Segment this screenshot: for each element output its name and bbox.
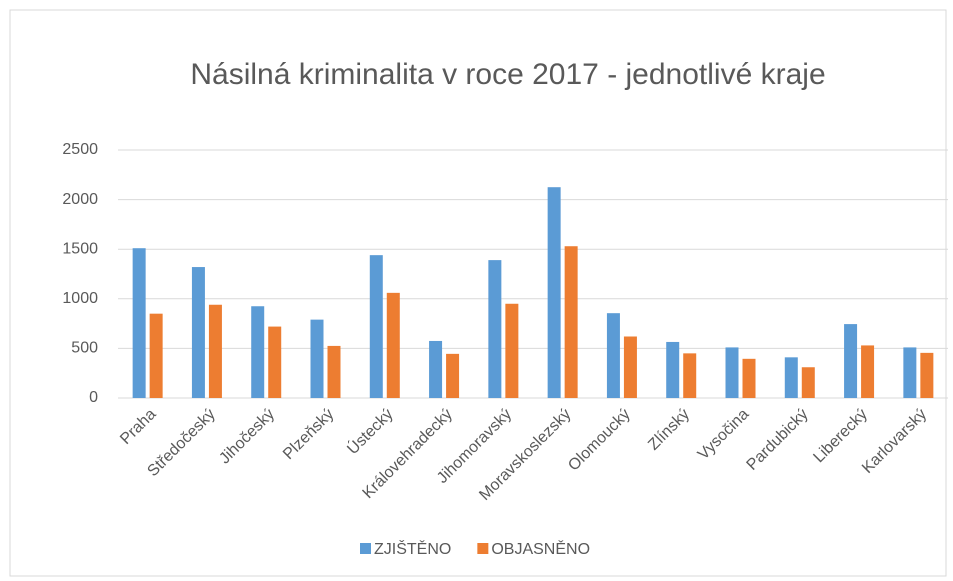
chart-title: Násilná kriminalita v roce 2017 - jednot… — [190, 58, 825, 91]
bar — [844, 324, 858, 398]
bar — [386, 292, 400, 398]
bar — [327, 345, 341, 398]
bar — [429, 340, 443, 398]
bar — [801, 367, 815, 398]
bar — [208, 304, 222, 398]
bar — [505, 303, 519, 398]
bar — [920, 352, 934, 398]
y-tick-label: 1500 — [62, 240, 98, 257]
chart-frame — [9, 9, 947, 577]
y-tick-label: 500 — [71, 340, 98, 357]
bar — [623, 336, 637, 398]
y-tick-label: 2000 — [62, 191, 98, 208]
bar — [784, 357, 798, 398]
bar — [666, 341, 680, 398]
y-tick-label: 1000 — [62, 290, 98, 307]
bar — [903, 347, 917, 398]
bar — [725, 347, 739, 398]
bar — [191, 267, 205, 398]
bar — [132, 248, 146, 398]
bar — [268, 326, 282, 398]
bar — [251, 306, 265, 398]
bar — [683, 353, 697, 398]
legend-label: ZJIŠTĚNO — [374, 539, 451, 558]
bar — [149, 313, 163, 398]
bar — [606, 313, 620, 398]
bar — [861, 345, 875, 398]
legend-label: OBJASNĚNO — [491, 539, 590, 558]
bar — [446, 353, 460, 398]
bar — [310, 319, 324, 398]
bar — [488, 260, 502, 398]
bar — [564, 246, 578, 398]
y-tick-label: 2500 — [62, 141, 98, 158]
legend-swatch — [360, 543, 371, 554]
bar — [547, 187, 561, 398]
bar — [369, 255, 383, 398]
y-tick-label: 0 — [89, 389, 98, 406]
legend-swatch — [477, 543, 489, 554]
bar — [742, 358, 756, 398]
